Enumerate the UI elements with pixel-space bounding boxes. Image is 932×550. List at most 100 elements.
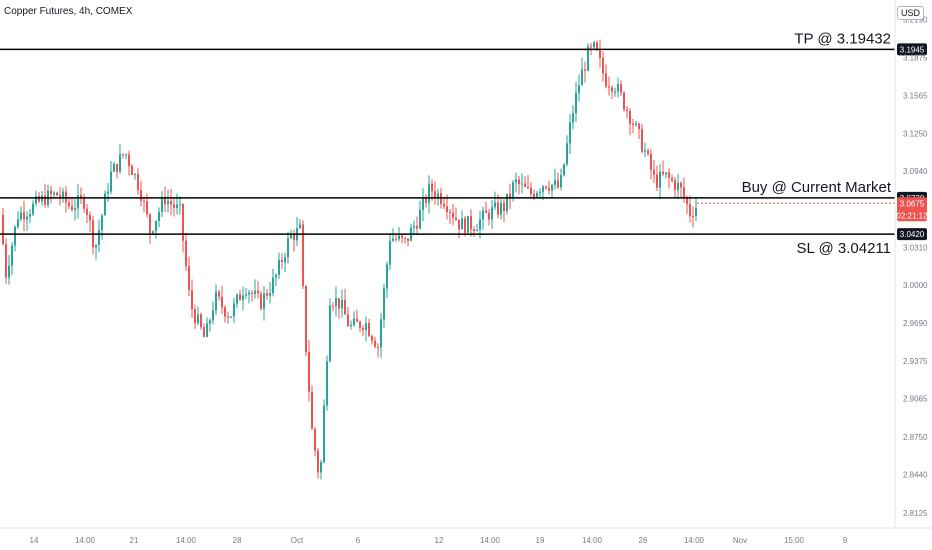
candle-body bbox=[398, 235, 400, 240]
candle-body bbox=[53, 192, 55, 195]
candle-body bbox=[581, 69, 583, 86]
x-tick-label: 9 bbox=[843, 536, 848, 545]
candle-body bbox=[68, 202, 70, 207]
candle-body bbox=[473, 229, 475, 232]
y-tick-label: 2.8750 bbox=[903, 433, 928, 442]
candle-body bbox=[392, 238, 394, 241]
candle-body bbox=[332, 305, 334, 307]
candle-body bbox=[314, 428, 316, 451]
candle-body bbox=[50, 190, 52, 195]
candle-body bbox=[176, 204, 178, 209]
candle-body bbox=[110, 171, 112, 192]
candle-body bbox=[137, 173, 139, 190]
candle-body bbox=[662, 171, 664, 175]
candle-body bbox=[365, 322, 367, 330]
candle-body bbox=[185, 240, 187, 267]
time-axis[interactable]: 14 14:00 21 14:00 28 Oct 6 12 14:00 19 14:00 26 14:0… bbox=[0, 527, 932, 545]
candle-body bbox=[452, 212, 454, 218]
y-tick-label: 3.1250 bbox=[903, 130, 928, 139]
candle-body bbox=[542, 186, 544, 192]
candle-body bbox=[269, 293, 271, 296]
candle-body bbox=[206, 323, 208, 337]
entry-label: Buy @ Current Market bbox=[742, 179, 892, 196]
y-tick-label: 3.1565 bbox=[903, 91, 928, 100]
candle-body bbox=[683, 187, 685, 198]
candle-body bbox=[158, 211, 160, 221]
candle-body bbox=[677, 182, 679, 191]
candle-body bbox=[674, 180, 676, 191]
candle-body bbox=[116, 163, 118, 172]
currency-button[interactable]: USD bbox=[896, 6, 924, 20]
x-tick-label: 21 bbox=[130, 536, 139, 545]
y-tick-label: 3.0940 bbox=[903, 167, 928, 176]
candle-body bbox=[80, 195, 82, 198]
candle-body bbox=[128, 154, 130, 167]
candle-body bbox=[101, 215, 103, 231]
candle-body bbox=[530, 187, 532, 194]
candle-body bbox=[65, 191, 67, 203]
candle-body bbox=[467, 216, 469, 233]
price-axis[interactable]: 3.21903.18753.15653.12503.09403.03103.00… bbox=[894, 0, 928, 528]
y-tick-label: 2.8440 bbox=[903, 471, 928, 480]
candle-body bbox=[386, 264, 388, 289]
candle-body bbox=[305, 285, 307, 353]
candle-body bbox=[23, 212, 25, 220]
candle-body bbox=[200, 314, 202, 328]
candle-body bbox=[650, 153, 652, 170]
symbol-title: Copper Futures, 4h, COMEX bbox=[4, 6, 133, 17]
x-tick-label: 14:00 bbox=[176, 536, 197, 545]
candle-body bbox=[266, 293, 268, 296]
candle-body bbox=[557, 180, 559, 188]
candle-body bbox=[509, 193, 511, 198]
candle-body bbox=[299, 224, 301, 229]
candle-body bbox=[470, 216, 472, 230]
candle-body bbox=[104, 193, 106, 216]
candle-body bbox=[647, 150, 649, 154]
x-tick-label: 14:00 bbox=[684, 536, 705, 545]
candle-body bbox=[161, 197, 163, 212]
candle-body bbox=[569, 122, 571, 144]
candle-body bbox=[32, 203, 34, 215]
candle-body bbox=[545, 186, 547, 188]
candle-body bbox=[227, 316, 229, 318]
candle-body bbox=[368, 322, 370, 337]
candle-body bbox=[335, 298, 337, 307]
candle-body bbox=[554, 180, 556, 185]
candle-body bbox=[425, 197, 427, 203]
y-tick-label: 3.0000 bbox=[903, 281, 928, 290]
candle-body bbox=[464, 218, 466, 233]
candle-body bbox=[617, 84, 619, 92]
candle-body bbox=[5, 244, 7, 278]
x-tick-label: 26 bbox=[639, 536, 648, 545]
candle-body bbox=[629, 110, 631, 124]
candle-body bbox=[485, 210, 487, 213]
candle-body bbox=[515, 179, 517, 183]
candle-body bbox=[632, 123, 634, 126]
x-tick-label: 19 bbox=[536, 536, 545, 545]
candle-body bbox=[236, 294, 238, 304]
candle-body bbox=[170, 200, 172, 205]
candles-layer bbox=[2, 39, 697, 480]
candle-body bbox=[446, 206, 448, 212]
candle-body bbox=[221, 296, 223, 308]
candle-body bbox=[59, 195, 61, 198]
candle-body bbox=[566, 143, 568, 165]
candle-body bbox=[35, 196, 37, 204]
candle-body bbox=[533, 193, 535, 197]
candle-body bbox=[197, 314, 199, 324]
candle-body bbox=[308, 352, 310, 392]
candle-body bbox=[140, 189, 142, 201]
candle-body bbox=[527, 186, 529, 188]
candle-body bbox=[653, 169, 655, 175]
candle-body bbox=[578, 85, 580, 93]
candle-body bbox=[395, 238, 397, 240]
candle-body bbox=[497, 202, 499, 215]
x-tick-label: 14:00 bbox=[75, 536, 96, 545]
candle-body bbox=[113, 163, 115, 172]
candle-body bbox=[107, 191, 109, 194]
candle-body bbox=[326, 361, 328, 406]
candle-body bbox=[179, 204, 181, 206]
candle-body bbox=[548, 187, 550, 191]
candle-body bbox=[275, 274, 277, 278]
